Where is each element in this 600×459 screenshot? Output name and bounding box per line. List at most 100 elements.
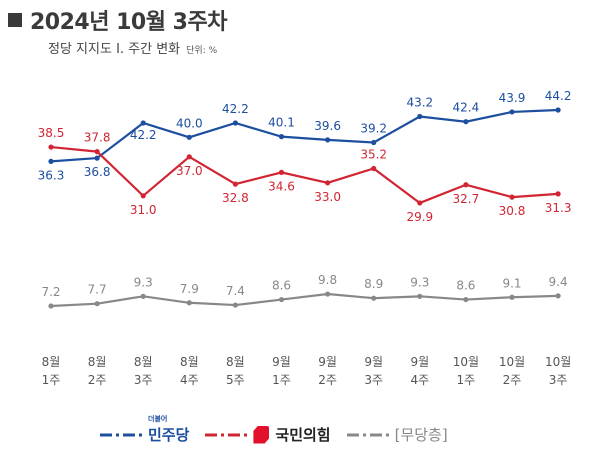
data-label-ppp: 29.9 [406, 210, 433, 224]
ppp-logo-icon [253, 425, 270, 444]
data-label-ind: 9.1 [502, 276, 521, 290]
data-point-ind [555, 293, 561, 299]
x-tick-label-week: 4주 [180, 373, 199, 387]
data-point-dem [278, 134, 285, 140]
x-tick-label-week: 3주 [549, 373, 568, 387]
data-label-ind: 9.8 [318, 273, 337, 287]
data-point-ppp [463, 182, 469, 188]
data-label-ppp: 34.6 [268, 179, 295, 193]
data-point-ppp [232, 181, 238, 187]
data-point-dem [371, 139, 377, 146]
data-label-ind: 9.3 [134, 275, 153, 289]
data-label-ind: 7.2 [41, 285, 60, 299]
data-point-dem [463, 119, 469, 125]
data-label-ppp: 38.5 [38, 126, 65, 140]
data-point-ppp [509, 194, 515, 200]
data-label-ind: 9.3 [410, 275, 429, 289]
x-tick-label-month: 10월 [453, 355, 479, 369]
legend-item-ind: [무당층] [346, 424, 448, 445]
legend-item-dem: 더불어 민주당 [100, 415, 190, 445]
data-point-dem [186, 134, 192, 140]
data-label-ppp: 35.2 [360, 148, 387, 162]
data-label-dem: 43.2 [406, 96, 433, 110]
data-point-ppp [140, 193, 146, 199]
x-tick-label-week: 3주 [134, 373, 153, 387]
unit-label: 단위: % [186, 46, 218, 56]
data-label-dem: 36.8 [84, 165, 111, 179]
data-point-ind [232, 302, 238, 308]
legend-ind-label: [무당층] [394, 426, 448, 444]
data-label-ind: 9.4 [549, 275, 568, 289]
x-tick-label-week: 2주 [88, 373, 107, 387]
data-point-ind [278, 296, 285, 303]
x-tick-label-month: 8월 [42, 355, 61, 369]
subtitle-row: 정당 지지도 Ⅰ. 주간 변화 단위: % [48, 38, 217, 57]
data-point-ind [371, 295, 377, 301]
data-label-dem: 42.2 [222, 102, 249, 116]
data-label-ind: 8.9 [364, 277, 383, 291]
data-point-ind [417, 293, 423, 299]
data-point-ind [140, 293, 146, 299]
x-tick-label-week: 1주 [42, 373, 61, 387]
x-tick-label-week: 3주 [364, 373, 383, 387]
data-label-ppp: 32.7 [453, 192, 480, 206]
data-label-dem: 44.2 [545, 89, 572, 103]
x-tick-label-month: 9월 [272, 355, 291, 369]
data-label-ppp: 33.0 [314, 190, 341, 204]
legend-ppp-label: 국민의힘 [275, 426, 331, 444]
legend-dem-label: 민주당 [148, 426, 190, 444]
x-tick-label-month: 9월 [318, 355, 337, 369]
x-tick-label-month: 10월 [499, 355, 525, 369]
data-label-ppp: 30.8 [499, 204, 526, 218]
data-point-ppp [325, 180, 331, 186]
data-point-ppp [186, 154, 192, 160]
data-point-ppp [371, 165, 377, 172]
data-point-dem [509, 109, 515, 115]
data-point-ind [186, 300, 192, 306]
data-point-ind [94, 301, 100, 307]
data-label-ind: 8.6 [456, 279, 475, 293]
data-point-dem [325, 137, 331, 143]
data-label-dem: 40.1 [268, 116, 295, 130]
data-point-dem [232, 120, 238, 126]
x-tick-label-month: 9월 [410, 355, 429, 369]
legend-item-ppp: 국민의힘 [205, 424, 331, 445]
series-line-ppp [50, 145, 559, 205]
data-label-ppp: 31.0 [130, 203, 157, 217]
series-line-dem [50, 108, 559, 163]
data-label-dem: 42.2 [130, 128, 157, 142]
series-line-ind [50, 292, 559, 308]
x-tick-label-month: 8월 [226, 355, 245, 369]
data-label-ind: 7.7 [88, 283, 107, 297]
data-label-ind: 7.4 [226, 284, 245, 298]
x-tick-label-week: 5주 [226, 373, 245, 387]
data-label-dem: 43.9 [499, 91, 526, 105]
x-tick-label-month: 9월 [364, 355, 383, 369]
data-point-dem [94, 155, 100, 161]
x-tick-label-week: 2주 [503, 373, 522, 387]
data-label-dem: 36.3 [38, 168, 65, 182]
x-tick-label-week: 4주 [410, 373, 429, 387]
data-label-dem: 42.4 [453, 101, 480, 115]
x-tick-label-week: 1주 [457, 373, 476, 387]
ppp-line-marker-icon [205, 433, 248, 436]
data-point-ind [325, 291, 331, 297]
data-point-ppp [278, 169, 285, 175]
data-point-ind [463, 296, 469, 303]
data-label-ppp: 32.8 [222, 191, 249, 205]
data-point-dem [48, 158, 54, 164]
data-label-ind: 8.6 [272, 279, 291, 293]
x-tick-label-week: 1주 [272, 373, 291, 387]
data-point-ppp [48, 144, 54, 150]
dem-line-marker-icon [100, 433, 142, 436]
data-label-ppp: 37.0 [176, 164, 203, 178]
data-point-ppp [417, 200, 423, 206]
data-point-ppp [555, 191, 561, 197]
data-point-ind [509, 294, 515, 300]
data-point-dem [140, 120, 146, 126]
data-label-dem: 39.6 [314, 119, 341, 133]
x-tick-label-week: 2주 [318, 373, 337, 387]
data-point-dem [555, 107, 561, 113]
x-tick-label-month: 8월 [180, 355, 199, 369]
